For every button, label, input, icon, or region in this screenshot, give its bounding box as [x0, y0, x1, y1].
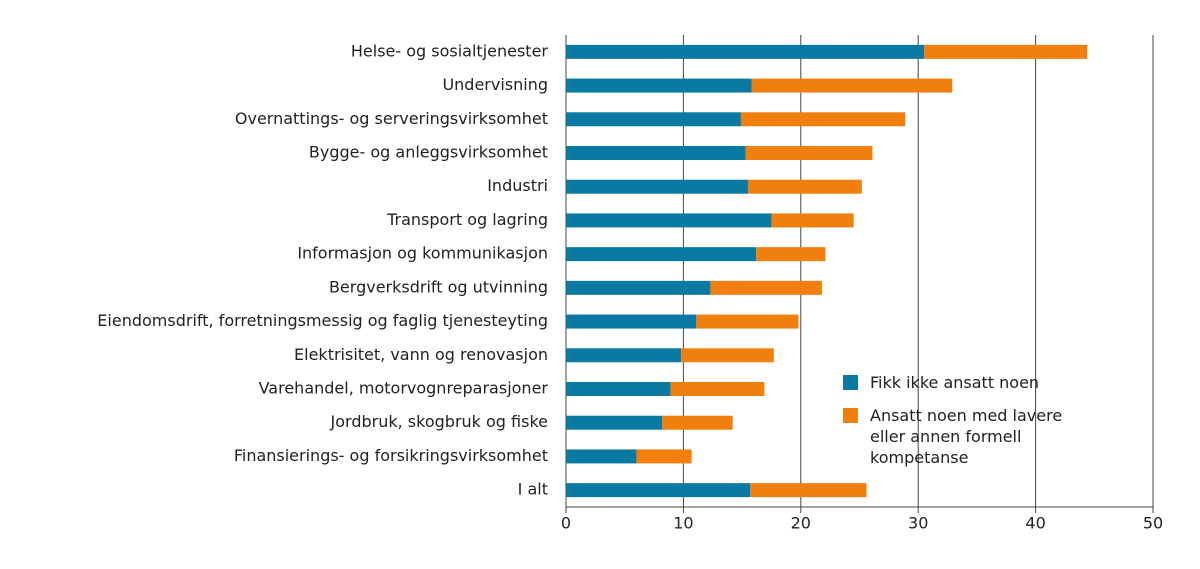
- bar-segment: [747, 179, 862, 194]
- y-tick-label: Jordbruk, skogbruk og fiske: [330, 412, 548, 431]
- bar-segment: [566, 280, 711, 295]
- bar-segment: [924, 44, 1088, 59]
- x-tick-label: 10: [673, 514, 693, 533]
- y-tick-label: Informasjon og kommunikasjon: [297, 244, 548, 263]
- x-tick-label: 40: [1025, 514, 1045, 533]
- bar-segment: [566, 179, 748, 194]
- y-tick-label: Overnattings- og serveringsvirksomhet: [235, 109, 548, 128]
- y-tick-label: Finansierings- og forsikringsvirksomhet: [234, 446, 548, 465]
- bar-segment: [566, 483, 751, 498]
- bar-segment: [566, 112, 741, 127]
- y-tick-label: Varehandel, motorvognreparasjoner: [259, 379, 549, 398]
- bar-segment: [740, 112, 906, 127]
- y-tick-label: Bygge- og anleggsvirksomhet: [309, 143, 548, 162]
- bar-segment: [745, 146, 873, 160]
- bar-segment: [756, 247, 826, 262]
- bar-segment: [750, 483, 867, 498]
- y-tick-label: Eiendomsdrift, forretningsmessig og fagl…: [97, 311, 548, 330]
- bar-segment: [636, 449, 692, 464]
- bar-segment: [681, 348, 774, 363]
- legend-item: Ansatt noen med lavere eller annen forme…: [843, 405, 1093, 468]
- bar-segment: [670, 382, 765, 396]
- bar-segment: [566, 382, 671, 396]
- bar-segment: [696, 314, 799, 329]
- x-tick-label: 30: [908, 514, 928, 533]
- bar-segment: [710, 280, 822, 295]
- y-tick-label: I alt: [518, 480, 548, 499]
- bar-segment: [566, 449, 637, 464]
- bar-segment: [566, 247, 757, 262]
- x-tick-label: 50: [1143, 514, 1163, 533]
- y-tick-label: Undervisning: [442, 75, 548, 94]
- y-tick-label: Elektrisitet, vann og renovasjon: [294, 345, 548, 364]
- x-tick-label: 0: [561, 514, 571, 533]
- legend-item: Fikk ikke ansatt noen: [843, 372, 1093, 393]
- bar-segment: [566, 78, 752, 93]
- y-tick-label: Helse- og sosialtjenester: [351, 41, 549, 60]
- legend-swatch: [843, 375, 858, 390]
- y-tick-label: Industri: [487, 176, 548, 195]
- legend-label: Ansatt noen med lavere eller annen forme…: [870, 406, 1063, 467]
- bar-segment: [566, 213, 772, 228]
- y-tick-label: Bergverksdrift og utvinning: [329, 277, 548, 296]
- bar-segment: [566, 415, 663, 430]
- legend: Fikk ikke ansatt noen Ansatt noen med la…: [843, 372, 1093, 480]
- bar-segment: [771, 213, 854, 228]
- y-tick-label: Transport og lagring: [386, 210, 548, 229]
- bar-segment: [662, 415, 733, 430]
- legend-label: Fikk ikke ansatt noen: [870, 373, 1040, 392]
- bar-segment: [751, 78, 953, 93]
- bar-segment: [566, 348, 682, 363]
- bar-segment: [566, 44, 925, 59]
- x-tick-label: 20: [791, 514, 811, 533]
- bar-segment: [566, 314, 697, 329]
- bar-segment: [566, 146, 746, 160]
- legend-swatch: [843, 408, 858, 423]
